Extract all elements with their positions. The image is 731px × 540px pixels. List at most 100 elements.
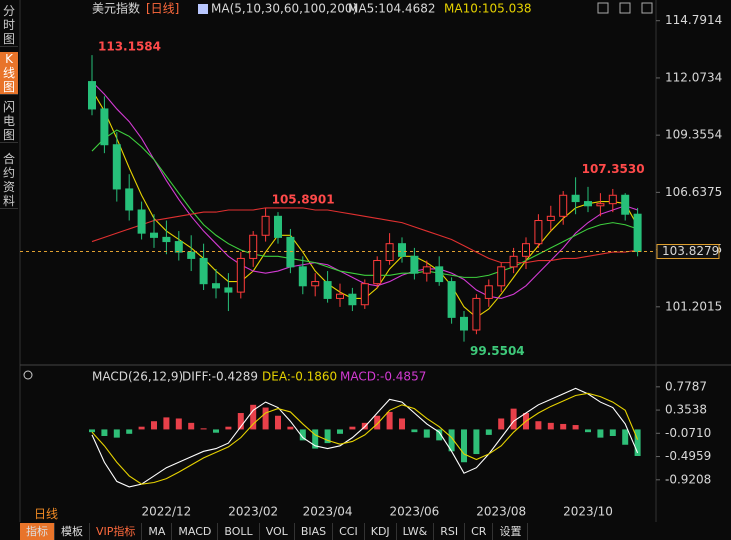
line <box>91 129 638 278</box>
macd-bar <box>151 421 157 430</box>
candle-body <box>112 144 121 190</box>
macd-bar <box>436 429 443 441</box>
candle-body <box>608 194 617 205</box>
macd-bar <box>485 429 492 435</box>
macd-bar <box>622 429 629 445</box>
line <box>91 81 638 299</box>
bottom-tabs: 指标 模板 VIP指标 MA MACD BOLL VOL BIAS CCI KDJ LW& RSI CR… <box>20 523 529 540</box>
y-tick-label: 112.0734 <box>665 70 722 84</box>
legend-text: DIFF:-0.4289 <box>182 370 258 384</box>
bottom-tab[interactable]: 指标 <box>20 523 55 540</box>
candle-body <box>150 232 158 238</box>
legend-text: MA10:105.038 <box>444 2 532 16</box>
candle-body <box>534 220 543 245</box>
macd-bar <box>411 429 418 433</box>
macd-bar <box>399 418 405 430</box>
macd-bar <box>547 422 554 430</box>
candle-body <box>633 213 642 253</box>
line <box>91 392 639 485</box>
macd-bar <box>126 429 133 434</box>
macd-bar <box>498 418 505 430</box>
side-tab[interactable]: 闪电图 <box>0 100 18 143</box>
macd-bar <box>275 415 281 430</box>
candle-body <box>137 209 146 234</box>
bottom-tab[interactable]: RSI <box>434 523 466 540</box>
bottom-tab[interactable]: 模板 <box>55 523 90 540</box>
bottom-tab[interactable]: BOLL <box>218 523 260 540</box>
annotation: 105.8901 <box>272 193 335 207</box>
y-tick-label: 109.3554 <box>665 128 722 142</box>
macd-bar <box>262 407 269 430</box>
icon[interactable] <box>597 2 609 14</box>
side-tab[interactable]: 合约资料 <box>0 152 18 209</box>
candle-body <box>274 215 282 238</box>
x-tick-label: 2023/08 <box>476 505 526 519</box>
candle-body <box>360 283 369 306</box>
bottom-tab[interactable]: CCI <box>333 523 365 540</box>
side-tab[interactable]: 分时图 <box>0 4 18 47</box>
bottom-tab[interactable]: MA <box>142 523 173 540</box>
candle-body <box>497 266 506 287</box>
bottom-tab[interactable]: KDJ <box>365 523 397 540</box>
y-tick-label: 101.2015 <box>665 299 722 313</box>
icon[interactable] <box>619 2 631 14</box>
chart: 美元指数 [日线] MA(5,10,30,60,100,200) MA5:104… <box>19 0 731 522</box>
candle-body <box>199 257 208 285</box>
macd-bar <box>287 426 294 430</box>
y-tick-label: -0.9208 <box>665 472 711 486</box>
macd-bar <box>423 429 430 438</box>
candle-body <box>174 241 183 253</box>
bottom-tab[interactable]: LW& <box>397 523 435 540</box>
macd-bar <box>386 411 393 430</box>
candle-body <box>410 255 419 274</box>
macd-bar <box>175 418 182 430</box>
macd-bar <box>163 417 170 430</box>
macd-bar <box>560 423 567 430</box>
bottom-tab[interactable]: 设置 <box>493 523 529 540</box>
candle-body <box>100 108 109 146</box>
x-tick-label: 2023/06 <box>389 505 439 519</box>
candle-body <box>596 203 605 207</box>
legend-text: MA5:104.4682 <box>348 2 436 16</box>
macd-bar <box>535 421 542 430</box>
bottom-tab[interactable]: VOL <box>260 523 295 540</box>
macd-bar <box>200 428 207 430</box>
macd-bar <box>510 408 517 430</box>
candle-body <box>509 255 518 268</box>
y-tick-label: -0.4959 <box>665 449 711 463</box>
candle-body <box>472 297 481 331</box>
bottom-tab[interactable]: CR <box>465 523 494 540</box>
macd-bar <box>250 404 257 430</box>
annotation: 107.3530 <box>582 162 645 176</box>
annotation: 113.1584 <box>98 40 161 54</box>
legend-text: MACD(26,12,9) <box>92 370 183 384</box>
bottom-tab[interactable]: BIAS <box>295 523 334 540</box>
annotation: 99.5504 <box>470 344 525 358</box>
candle-body <box>571 194 580 203</box>
candle-body <box>286 236 295 268</box>
line <box>91 387 639 488</box>
candle-body <box>373 260 382 285</box>
legend-text: MA(5,10,30,60,100,200) <box>211 2 357 16</box>
last-price-box <box>656 244 720 260</box>
icon[interactable] <box>23 370 33 380</box>
macd-bar <box>138 426 145 430</box>
macd-bar <box>312 429 319 449</box>
icon[interactable] <box>641 2 653 14</box>
candle-body <box>298 266 307 287</box>
candle-body <box>435 266 444 283</box>
bottom-tab[interactable]: MACD <box>172 523 219 540</box>
macd-bar <box>585 429 591 433</box>
legend-text: MACD:-0.4857 <box>340 370 426 384</box>
bottom-tab[interactable]: VIP指标 <box>90 523 143 540</box>
macd-bar <box>225 426 232 430</box>
y-tick-label: 0.7787 <box>665 379 707 393</box>
macd-bar <box>337 429 343 434</box>
macd-bar <box>572 425 579 430</box>
y-tick-label: 0.3538 <box>665 403 707 417</box>
candle-body <box>249 234 258 259</box>
candle-body <box>522 243 530 257</box>
x-tick-label: 2023/10 <box>563 505 613 519</box>
